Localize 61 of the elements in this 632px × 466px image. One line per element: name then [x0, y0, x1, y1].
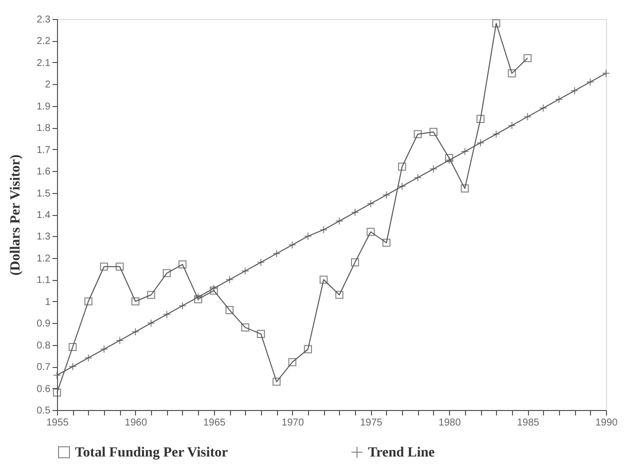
y-tick-label: 2 — [44, 80, 51, 91]
point — [162, 269, 171, 278]
point — [178, 260, 187, 268]
y-tick-label: 1.2 — [36, 253, 51, 264]
y-tick-label: 1.1 — [36, 275, 51, 286]
point — [84, 297, 92, 306]
legend-label: Total Funding Per Visitor — [75, 445, 228, 460]
y-tick-label: 1.7 — [36, 144, 51, 156]
point — [241, 323, 250, 332]
point — [320, 276, 328, 284]
x-tick-label: 1975 — [360, 418, 383, 428]
point — [335, 290, 344, 299]
point — [350, 258, 360, 266]
x-tick-label: 1985 — [516, 418, 540, 428]
y-tick-label: 2.1 — [36, 58, 51, 69]
y-tick-label: 0.9 — [36, 318, 51, 330]
x-tick-label: 1955 — [46, 418, 70, 428]
x-tick-label: 1965 — [203, 418, 226, 428]
legend-label: Trend Line — [368, 445, 435, 460]
point — [508, 69, 516, 78]
point — [100, 262, 108, 271]
point — [210, 286, 218, 295]
point — [147, 290, 156, 299]
point — [366, 228, 375, 236]
point — [524, 54, 532, 62]
y-tick-label: 0.7 — [36, 362, 51, 374]
y-tick-label: 1.9 — [36, 101, 51, 112]
point — [256, 330, 265, 338]
x-tick-label: 1960 — [124, 418, 148, 428]
point — [68, 342, 77, 352]
point — [116, 262, 124, 271]
point — [398, 162, 406, 171]
point — [414, 130, 422, 138]
point — [194, 295, 202, 304]
x-tick-label: 1980 — [438, 418, 462, 428]
point — [429, 128, 438, 136]
y-tick-label: 0.8 — [36, 340, 51, 352]
y-tick-label: 1.3 — [36, 232, 51, 243]
y-tick-label: 1.6 — [36, 166, 51, 178]
y-tick-label: 1.4 — [36, 210, 51, 221]
point — [382, 238, 390, 247]
point — [492, 19, 500, 28]
x-tick-label: 1970 — [282, 418, 304, 428]
y-tick-label: 1 — [44, 296, 51, 308]
y-axis-title: (Dollars Per Visitor) — [8, 154, 24, 276]
y-tick-label: 2.2 — [36, 36, 51, 48]
y-tick-label: 1.5 — [36, 188, 51, 200]
point — [476, 114, 485, 123]
point — [288, 358, 296, 366]
point — [272, 378, 281, 386]
y-tick-label: 2.3 — [36, 14, 51, 26]
point — [445, 154, 454, 162]
point — [304, 345, 312, 354]
y-tick-label: 0.6 — [36, 384, 51, 395]
y-tick-label: 0.5 — [36, 406, 51, 416]
x-tick-label: 1990 — [595, 418, 618, 428]
point — [226, 306, 234, 314]
y-tick-label: 1.8 — [36, 123, 51, 134]
point — [52, 388, 62, 397]
point — [460, 184, 469, 192]
point — [131, 297, 140, 306]
